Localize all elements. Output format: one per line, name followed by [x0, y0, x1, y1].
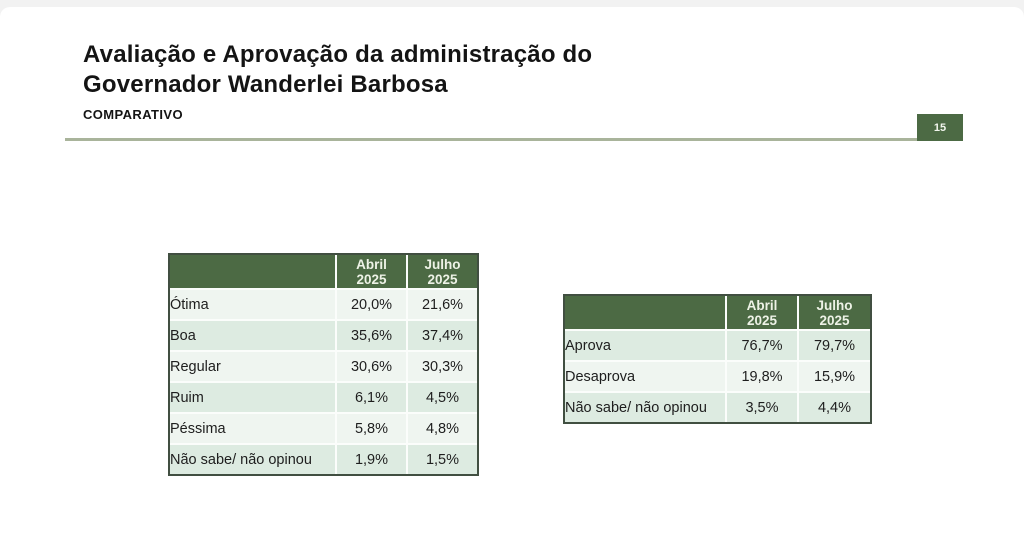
- title-block: Avaliação e Aprovação da administração d…: [83, 40, 592, 122]
- table-row: Boa 35,6% 37,4%: [170, 319, 477, 350]
- header-year: 2025: [427, 271, 458, 287]
- header-month: Abril: [356, 256, 387, 272]
- row-label-cell: Péssima: [170, 412, 335, 443]
- header-month: Julho: [816, 297, 853, 313]
- value-cell-julho: 15,9%: [797, 360, 870, 391]
- row-label-cell: Ruim: [170, 381, 335, 412]
- divider-line: [65, 138, 918, 141]
- table-row: Ruim 6,1% 4,5%: [170, 381, 477, 412]
- value-cell-julho: 4,8%: [406, 412, 477, 443]
- value-cell-abril: 1,9%: [335, 443, 406, 474]
- row-label-cell: Boa: [170, 319, 335, 350]
- table-row: Regular 30,6% 30,3%: [170, 350, 477, 381]
- value-cell-julho: 4,5%: [406, 381, 477, 412]
- page-title-line2: Governador Wanderlei Barbosa: [83, 71, 448, 98]
- value-cell-julho: 37,4%: [406, 319, 477, 350]
- table-row: Ótima 20,0% 21,6%: [170, 288, 477, 319]
- column-header-abril: Abril 2025: [335, 255, 406, 288]
- column-header-julho: Julho 2025: [797, 296, 870, 329]
- page-title-line1: Avaliação e Aprovação da administração d…: [83, 41, 593, 68]
- value-cell-abril: 5,8%: [335, 412, 406, 443]
- header-year: 2025: [746, 312, 778, 328]
- page-number-badge: 15: [917, 114, 963, 141]
- value-cell-abril: 19,8%: [725, 360, 797, 391]
- value-cell-abril: 35,6%: [335, 319, 406, 350]
- header-year: 2025: [819, 312, 850, 328]
- approval-header-row: Abril 2025 Julho 2025: [565, 296, 870, 329]
- table-row: Não sabe/ não opinou 1,9% 1,5%: [170, 443, 477, 474]
- value-cell-abril: 76,7%: [725, 329, 797, 360]
- value-cell-abril: 6,1%: [335, 381, 406, 412]
- row-label-cell: Não sabe/ não opinou: [565, 391, 725, 422]
- column-header-abril: Abril 2025: [725, 296, 797, 329]
- table-row: Não sabe/ não opinou 3,5% 4,4%: [565, 391, 870, 422]
- evaluation-header-row: Abril 2025 Julho 2025: [170, 255, 477, 288]
- evaluation-table: Abril 2025 Julho 2025 Ótima 20,0% 21,6% …: [168, 253, 479, 476]
- header-month: Julho: [424, 256, 461, 272]
- column-header-julho: Julho 2025: [406, 255, 477, 288]
- table-row: Aprova 76,7% 79,7%: [565, 329, 870, 360]
- value-cell-julho: 4,4%: [797, 391, 870, 422]
- value-cell-julho: 79,7%: [797, 329, 870, 360]
- row-label-cell: Regular: [170, 350, 335, 381]
- table-row: Desaprova 19,8% 15,9%: [565, 360, 870, 391]
- value-cell-julho: 1,5%: [406, 443, 477, 474]
- value-cell-abril: 3,5%: [725, 391, 797, 422]
- header-month: Abril: [746, 297, 778, 313]
- value-cell-abril: 30,6%: [335, 350, 406, 381]
- row-label-cell: Aprova: [565, 329, 725, 360]
- corner-cell: [565, 296, 725, 329]
- value-cell-abril: 20,0%: [335, 288, 406, 319]
- row-label-cell: Não sabe/ não opinou: [170, 443, 335, 474]
- header-year: 2025: [356, 271, 387, 287]
- approval-table: Abril 2025 Julho 2025 Aprova 76,7% 79,7%…: [563, 294, 872, 424]
- value-cell-julho: 21,6%: [406, 288, 477, 319]
- row-label-cell: Desaprova: [565, 360, 725, 391]
- value-cell-julho: 30,3%: [406, 350, 477, 381]
- corner-cell: [170, 255, 335, 288]
- table-row: Péssima 5,8% 4,8%: [170, 412, 477, 443]
- page-subtitle: COMPARATIVO: [83, 107, 183, 122]
- row-label-cell: Ótima: [170, 288, 335, 319]
